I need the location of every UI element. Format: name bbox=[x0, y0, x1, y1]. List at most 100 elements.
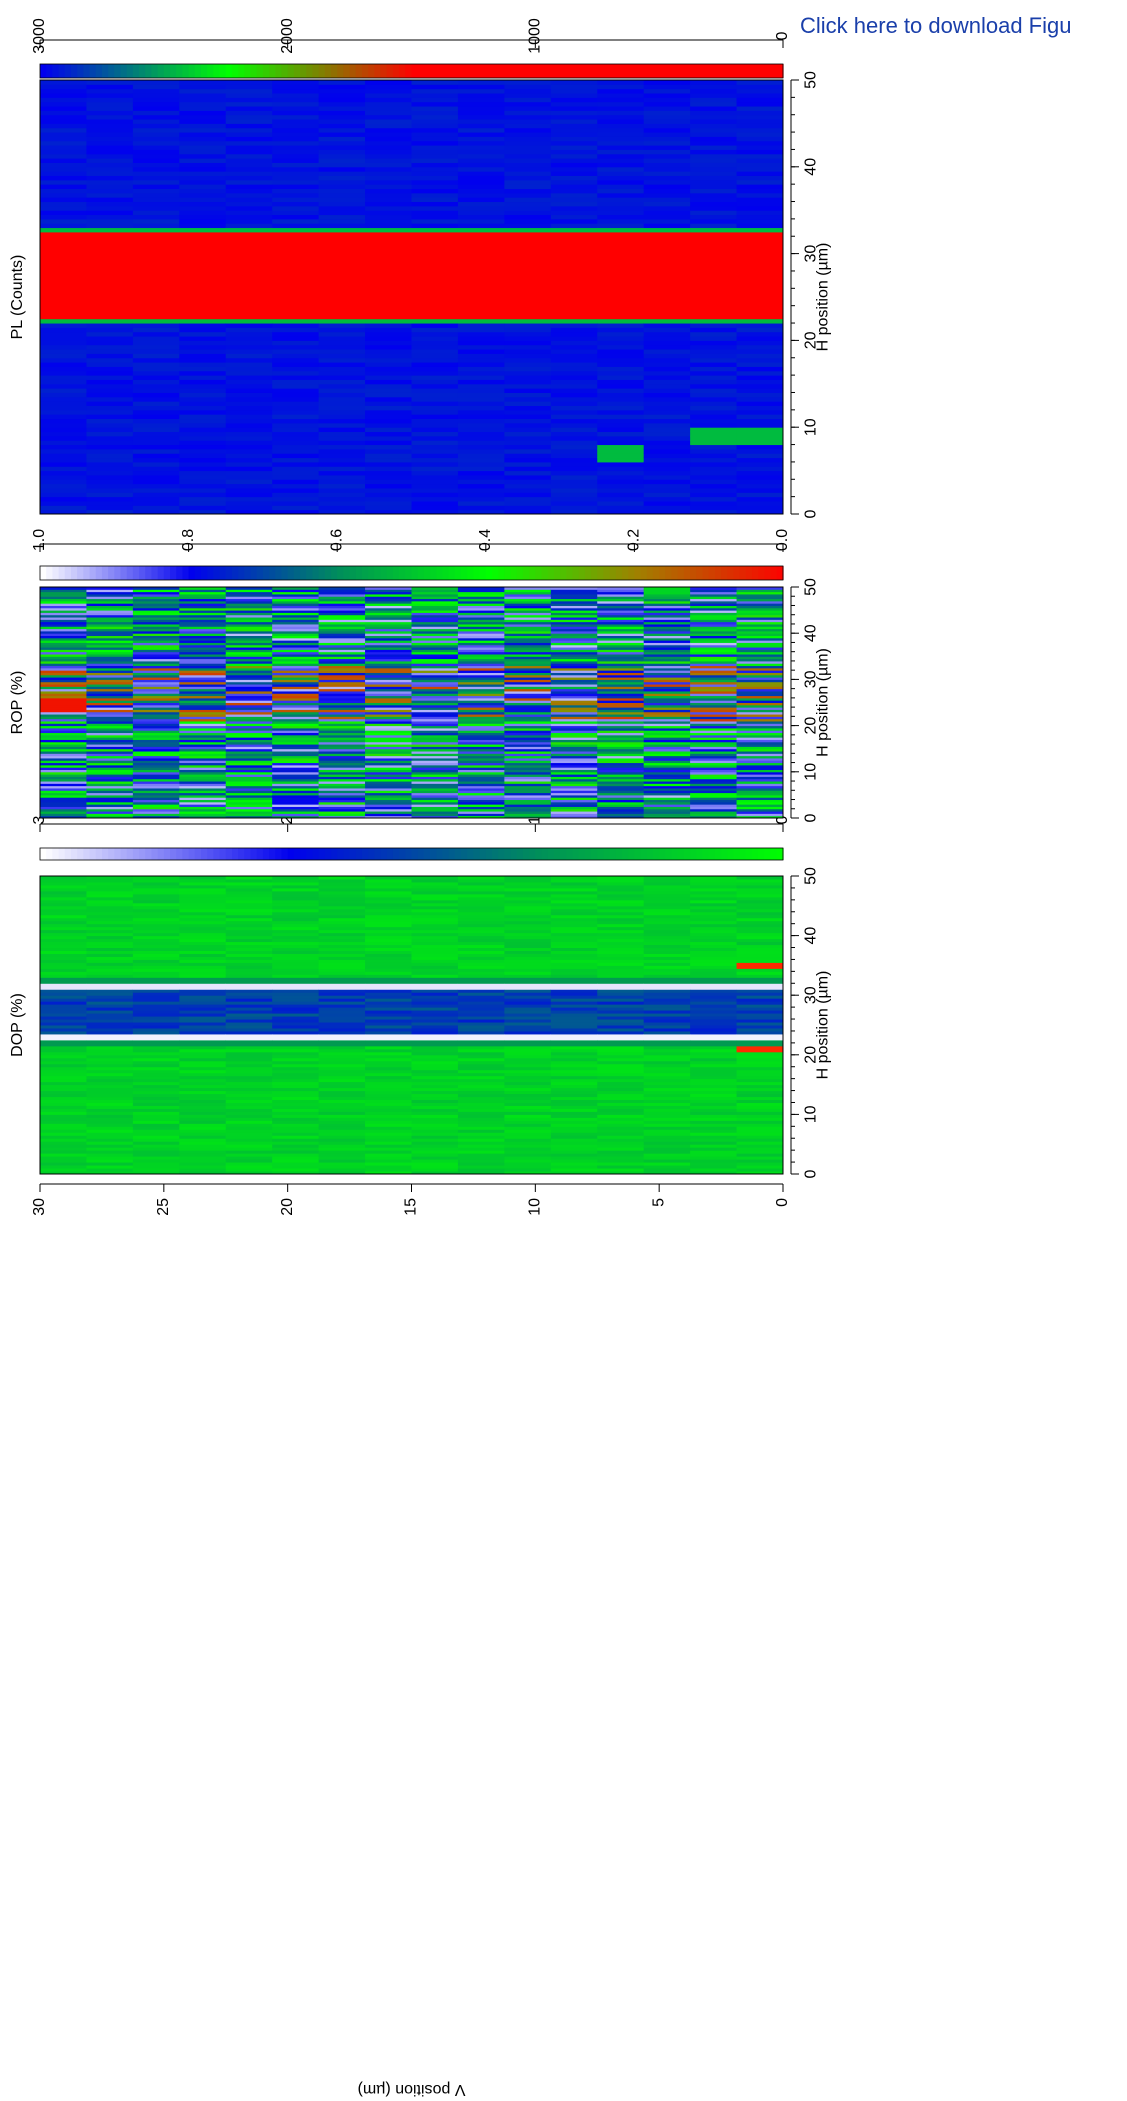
heatmap-cell bbox=[179, 440, 227, 446]
heatmap-cell bbox=[272, 785, 320, 789]
heatmap-cell bbox=[597, 762, 645, 766]
heatmap-cell bbox=[457, 162, 505, 168]
heatmap-cell bbox=[86, 1051, 134, 1056]
heatmap-cell bbox=[690, 461, 738, 467]
heatmap-cell bbox=[179, 1114, 227, 1118]
heatmap-cell bbox=[457, 626, 505, 630]
heatmap-cell bbox=[504, 899, 552, 904]
heatmap-cell bbox=[365, 628, 412, 632]
heatmap-cell bbox=[504, 80, 552, 85]
heatmap-cell bbox=[411, 487, 459, 493]
heatmap-cell bbox=[457, 681, 505, 685]
heatmap-cell bbox=[318, 1171, 366, 1175]
heatmap-cell bbox=[365, 741, 412, 745]
colorbar-segment bbox=[504, 566, 512, 580]
heatmap-cell bbox=[457, 140, 505, 146]
heatmap-cell bbox=[272, 1001, 320, 1005]
heatmap-cell bbox=[272, 753, 320, 757]
heatmap-cell bbox=[40, 1072, 87, 1077]
heatmap-cell bbox=[40, 716, 87, 720]
heatmap-cell bbox=[272, 653, 320, 657]
heatmap-cell bbox=[457, 751, 505, 754]
heatmap-cell bbox=[272, 977, 320, 981]
heatmap-cell bbox=[86, 331, 134, 337]
heatmap-cell bbox=[272, 279, 320, 285]
heatmap-cell bbox=[132, 1016, 180, 1020]
heatmap-cell bbox=[365, 323, 412, 328]
heatmap-cell bbox=[550, 714, 598, 717]
heatmap-cell bbox=[86, 929, 134, 934]
heatmap-cell bbox=[643, 651, 691, 655]
heatmap-cell bbox=[86, 677, 134, 680]
heatmap-cell bbox=[365, 1030, 412, 1035]
heatmap-cell bbox=[457, 496, 505, 502]
heatmap-cell bbox=[597, 1078, 645, 1083]
heatmap-cell bbox=[504, 496, 552, 502]
heatmap-cell bbox=[365, 1001, 412, 1005]
heatmap-cell bbox=[225, 479, 273, 485]
heatmap-cell bbox=[550, 658, 598, 662]
heatmap-cell bbox=[132, 923, 180, 928]
heatmap-cell bbox=[504, 947, 552, 951]
heatmap-cell bbox=[690, 887, 738, 892]
heatmap-cell bbox=[225, 783, 273, 787]
heatmap-cell bbox=[690, 653, 738, 657]
heatmap-cell bbox=[504, 774, 552, 777]
heatmap-cell bbox=[504, 401, 552, 406]
heatmap-cell bbox=[318, 119, 366, 124]
heatmap-cell bbox=[318, 349, 366, 354]
heatmap-cell bbox=[411, 214, 459, 220]
heatmap-cell bbox=[550, 647, 598, 650]
colorbar-segment bbox=[529, 566, 536, 580]
heatmap-cell bbox=[86, 505, 134, 511]
heatmap-cell bbox=[550, 716, 598, 720]
heatmap-cell bbox=[457, 899, 505, 904]
heatmap-cell bbox=[179, 905, 227, 910]
heatmap-cell bbox=[643, 1171, 691, 1175]
heatmap-cell bbox=[179, 647, 227, 650]
heatmap-cell bbox=[736, 610, 784, 613]
heatmap-cell bbox=[86, 344, 134, 350]
heatmap-cell bbox=[457, 80, 505, 85]
heatmap-cell bbox=[272, 257, 320, 263]
heatmap-cell bbox=[643, 327, 691, 333]
heatmap-cell bbox=[504, 314, 552, 320]
heatmap-cell bbox=[132, 1081, 180, 1086]
heatmap-cell bbox=[86, 660, 134, 664]
heatmap-cell bbox=[643, 720, 691, 724]
heatmap-cell bbox=[597, 1069, 645, 1074]
heatmap-cell bbox=[132, 790, 180, 794]
heatmap-cell bbox=[365, 1087, 412, 1092]
heatmap-cell bbox=[365, 487, 412, 493]
heatmap-cell bbox=[40, 318, 87, 324]
heatmap-cell bbox=[643, 808, 691, 812]
heatmap-cell bbox=[86, 318, 134, 324]
heatmap-cell bbox=[318, 1129, 366, 1133]
heatmap-cell bbox=[411, 344, 459, 350]
heatmap-cell bbox=[365, 418, 412, 424]
heatmap-cell bbox=[86, 119, 134, 124]
heatmap-cell bbox=[643, 409, 691, 415]
heatmap-cell bbox=[365, 422, 412, 428]
heatmap-cell bbox=[457, 110, 505, 116]
heatmap-cell bbox=[504, 589, 552, 593]
colorbar-segment bbox=[176, 848, 184, 860]
heatmap-cell bbox=[179, 1033, 227, 1038]
heatmap-cell bbox=[690, 1072, 738, 1077]
heatmap-cell bbox=[550, 764, 598, 768]
heatmap-cell bbox=[690, 1147, 738, 1151]
heatmap-cell bbox=[643, 440, 691, 446]
heatmap-cell bbox=[457, 878, 505, 883]
heatmap-cell bbox=[550, 623, 598, 627]
heatmap-cell bbox=[179, 695, 227, 699]
heatmap-cell bbox=[318, 379, 366, 385]
heatmap-cell bbox=[179, 806, 227, 810]
heatmap-cell bbox=[597, 1087, 645, 1092]
heatmap-cell bbox=[457, 950, 505, 954]
heatmap-cell bbox=[179, 801, 227, 805]
heatmap-cell bbox=[504, 1096, 552, 1100]
heatmap-cell bbox=[272, 663, 320, 667]
heatmap-cell bbox=[318, 1045, 366, 1050]
heatmap-cell bbox=[736, 720, 784, 724]
heatmap-cell bbox=[597, 383, 645, 389]
